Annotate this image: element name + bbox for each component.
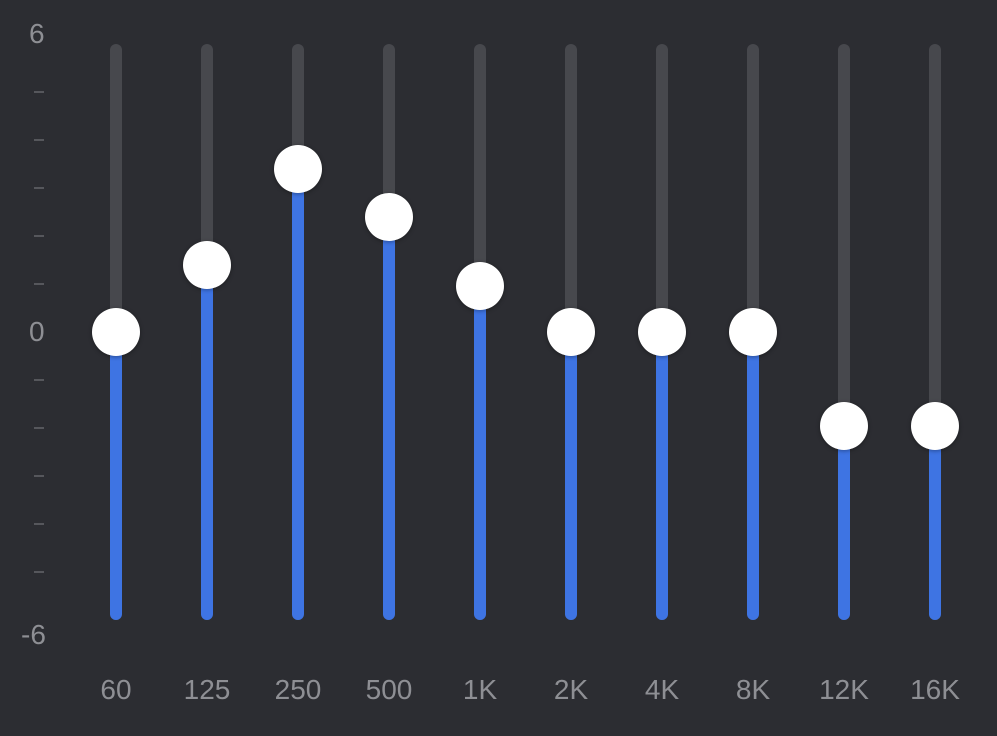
slider-fill xyxy=(474,286,486,620)
band-slider-4k[interactable]: 4K xyxy=(622,0,702,736)
scale-max-label: 6 xyxy=(29,18,45,49)
slider-fill xyxy=(656,332,668,620)
scale-min-label: -6 xyxy=(21,619,46,650)
slider-fill xyxy=(929,425,941,620)
slider-knob[interactable] xyxy=(729,308,777,356)
slider-knob[interactable] xyxy=(183,240,231,289)
scale-tick xyxy=(34,571,44,573)
band-slider-125[interactable]: 125 xyxy=(167,0,247,736)
band-frequency-label: 8K xyxy=(735,674,771,705)
band-frequency-label: 500 xyxy=(365,674,413,705)
slider-fill xyxy=(292,168,304,620)
band-slider-500[interactable]: 500 xyxy=(349,0,429,736)
slider-knob[interactable] xyxy=(365,192,413,241)
slider-fill xyxy=(383,216,395,620)
scale-tick xyxy=(34,283,44,285)
slider-knob[interactable] xyxy=(456,262,504,311)
scale-tick xyxy=(34,91,44,93)
slider-fill xyxy=(110,332,122,620)
scale-zero-label: 0 xyxy=(29,316,45,347)
slider-fill xyxy=(747,332,759,620)
band-slider-8k[interactable]: 8K xyxy=(713,0,793,736)
band-slider-60[interactable]: 60 xyxy=(76,0,156,736)
band-frequency-label: 125 xyxy=(183,674,231,705)
band-frequency-label: 12K xyxy=(819,674,869,705)
band-frequency-label: 16K xyxy=(910,674,960,705)
band-frequency-label: 60 xyxy=(100,674,132,705)
slider-fill xyxy=(201,264,213,620)
slider-knob[interactable] xyxy=(638,308,686,356)
band-slider-2k[interactable]: 2K xyxy=(531,0,611,736)
band-slider-1k[interactable]: 1K xyxy=(440,0,520,736)
scale-tick xyxy=(34,235,44,237)
scale-tick xyxy=(34,139,44,141)
scale-tick xyxy=(34,475,44,477)
scale-tick xyxy=(34,187,44,189)
scale-tick xyxy=(34,379,44,381)
slider-fill xyxy=(565,332,577,620)
band-slider-250[interactable]: 250 xyxy=(258,0,338,736)
band-frequency-label: 250 xyxy=(274,674,322,705)
band-frequency-label: 2K xyxy=(553,674,589,705)
band-slider-12k[interactable]: 12K xyxy=(804,0,884,736)
scale-tick xyxy=(34,427,44,429)
band-frequency-label: 4K xyxy=(644,674,680,705)
slider-fill xyxy=(838,425,850,620)
band-frequency-label: 1K xyxy=(462,674,498,705)
scale-tick xyxy=(34,523,44,525)
slider-knob[interactable] xyxy=(820,401,868,450)
slider-knob[interactable] xyxy=(547,308,595,356)
slider-knob[interactable] xyxy=(911,401,959,450)
slider-knob[interactable] xyxy=(274,144,322,193)
slider-knob[interactable] xyxy=(92,308,140,356)
band-slider-16k[interactable]: 16K xyxy=(895,0,975,736)
